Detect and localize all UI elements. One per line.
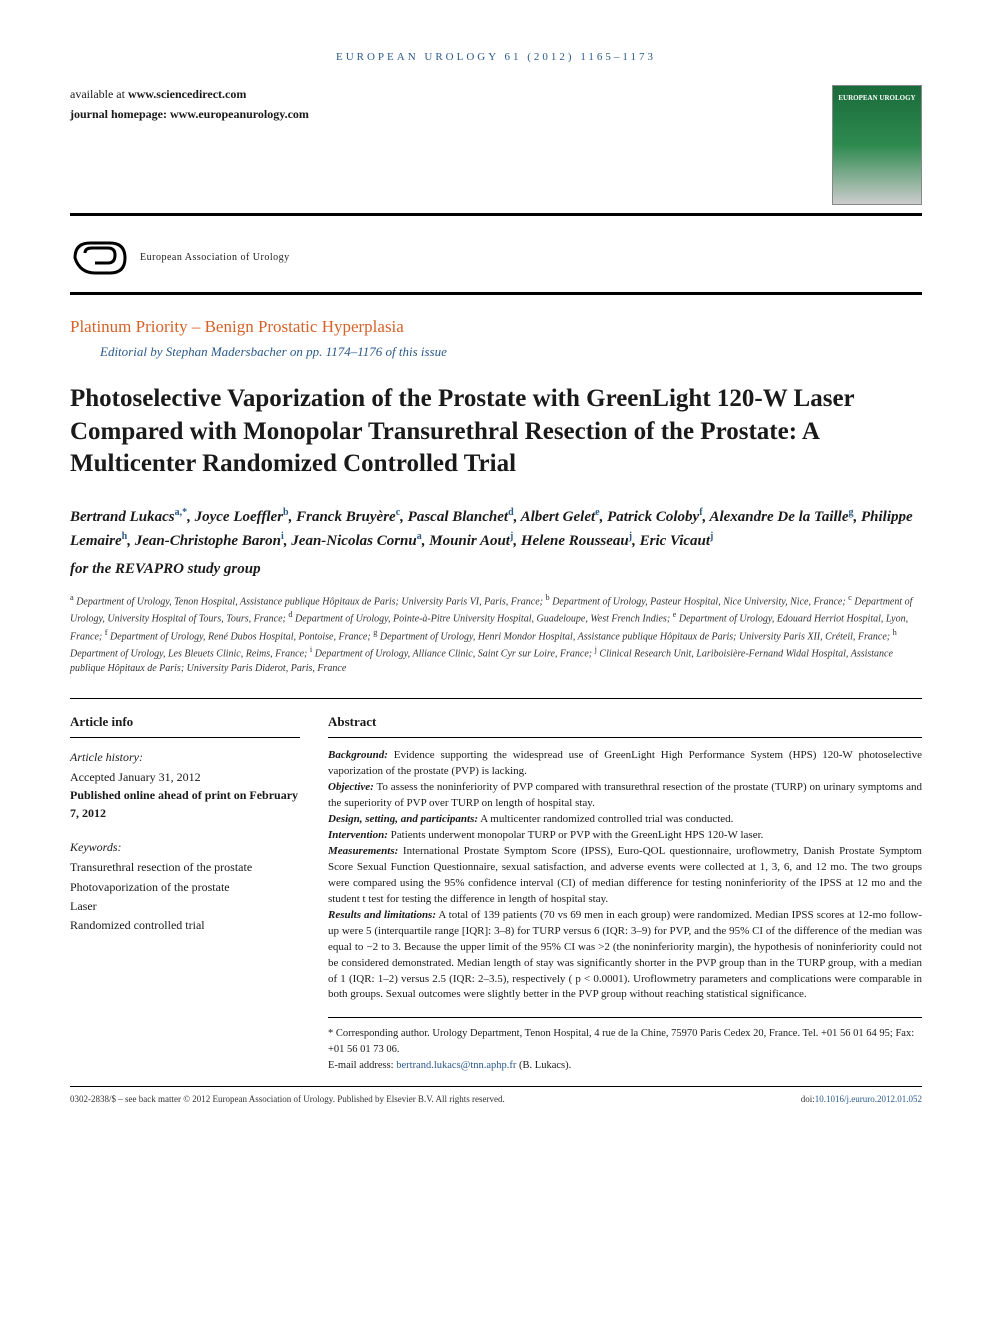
measurements-label: Measurements:	[328, 845, 398, 857]
design-label: Design, setting, and participants:	[328, 813, 478, 825]
background-label: Background:	[328, 749, 388, 761]
keyword-item: Photovaporization of the prostate	[70, 878, 300, 897]
sciencedirect-link[interactable]: www.sciencedirect.com	[128, 87, 246, 101]
main-two-column: Article info Article history: Accepted J…	[70, 698, 922, 1073]
article-history-label: Article history:	[70, 748, 300, 766]
abstract-body: Background: Evidence supporting the wide…	[328, 748, 922, 1003]
intervention-text: Patients underwent monopolar TURP or PVP…	[391, 829, 764, 841]
doi-label: doi:	[801, 1094, 815, 1104]
journal-cover-thumbnail	[832, 85, 922, 205]
keywords-label: Keywords:	[70, 838, 300, 856]
abstract-heading: Abstract	[328, 713, 922, 738]
published-online: Published online ahead of print on Febru…	[70, 786, 300, 822]
accepted-date: Accepted January 31, 2012	[70, 768, 300, 786]
eau-org-name: European Association of Urology	[140, 251, 290, 265]
keyword-item: Transurethral resection of the prostate	[70, 858, 300, 877]
journal-reference: EUROPEAN UROLOGY 61 (2012) 1165–1173	[70, 50, 922, 65]
abstract-column: Abstract Background: Evidence supporting…	[328, 713, 922, 1073]
design-text: A multicenter randomized controlled tria…	[480, 813, 733, 825]
email-label: E-mail address:	[328, 1060, 394, 1071]
keyword-item: Laser	[70, 897, 300, 916]
measurements-text: International Prostate Symptom Score (IP…	[328, 845, 922, 905]
article-info-column: Article info Article history: Accepted J…	[70, 713, 300, 1073]
email-suffix: (B. Lukacs).	[519, 1060, 571, 1071]
journal-homepage-link[interactable]: www.europeanurology.com	[170, 107, 309, 121]
study-group: for the REVAPRO study group	[70, 559, 922, 580]
header-row: available at www.sciencedirect.com journ…	[70, 85, 922, 216]
homepage-prefix: journal homepage:	[70, 107, 170, 121]
results-text: A total of 139 patients (70 vs 69 men in…	[328, 909, 922, 1001]
corresponding-text: * Corresponding author. Urology Departme…	[328, 1026, 922, 1058]
eau-logo-icon	[70, 238, 130, 278]
copyright-text: 0302-2838/$ – see back matter © 2012 Eur…	[70, 1093, 505, 1106]
doi-link[interactable]: 10.1016/j.eururo.2012.01.052	[815, 1094, 922, 1104]
objective-label: Objective:	[328, 781, 374, 793]
intervention-label: Intervention:	[328, 829, 388, 841]
keyword-item: Randomized controlled trial	[70, 916, 300, 935]
footer-bar: 0302-2838/$ – see back matter © 2012 Eur…	[70, 1086, 922, 1106]
keywords-list: Transurethral resection of the prostateP…	[70, 858, 300, 935]
background-text: Evidence supporting the widespread use o…	[328, 749, 922, 777]
availability-block: available at www.sciencedirect.com journ…	[70, 85, 309, 123]
editorial-reference: Editorial by Stephan Madersbacher on pp.…	[100, 343, 922, 361]
article-info-heading: Article info	[70, 713, 300, 738]
affiliations: a Department of Urology, Tenon Hospital,…	[70, 592, 922, 676]
results-label: Results and limitations:	[328, 909, 436, 921]
article-title: Photoselective Vaporization of the Prost…	[70, 383, 922, 481]
section-category: Platinum Priority – Benign Prostatic Hyp…	[70, 315, 922, 339]
corresponding-email-link[interactable]: bertrand.lukacs@tnn.aphp.fr	[396, 1060, 516, 1071]
author-list: Bertrand Lukacsa,*, Joyce Loefflerb, Fra…	[70, 505, 922, 553]
corresponding-author: * Corresponding author. Urology Departme…	[328, 1017, 922, 1073]
objective-text: To assess the noninferiority of PVP comp…	[328, 781, 922, 809]
available-prefix: available at	[70, 87, 128, 101]
eau-logo-row: European Association of Urology	[70, 228, 922, 295]
